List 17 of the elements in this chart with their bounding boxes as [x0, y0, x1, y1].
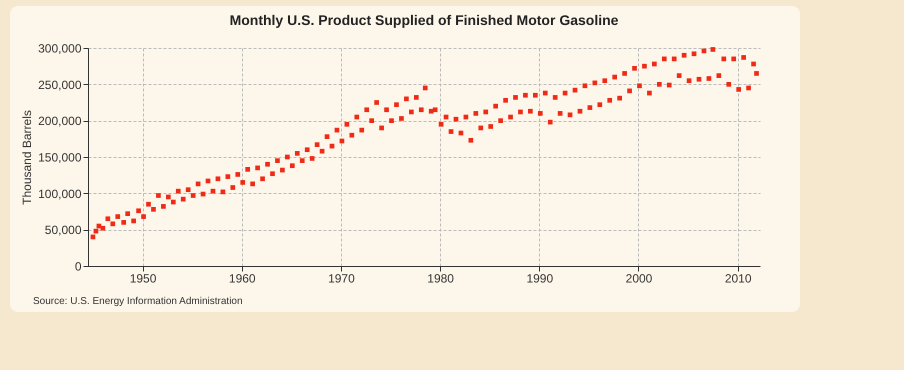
y-tick-label: 50,000: [44, 223, 82, 238]
y-tick-label: 0: [74, 260, 82, 274]
y-tick-label: 300,000: [38, 42, 82, 56]
x-tick-label: 1980: [427, 272, 454, 286]
chart-title: Monthly U.S. Product Supplied of Finished Motor Gasoline: [230, 12, 619, 28]
y-tick-label: 150,000: [38, 150, 82, 164]
x-tick-label: 2010: [724, 272, 752, 286]
x-tick-label: 1990: [526, 272, 554, 286]
x-tick-label: 1960: [228, 272, 256, 286]
y-tick-label: 250,000: [38, 78, 82, 92]
x-tick-label: 2000: [626, 272, 653, 286]
x-tick-label: 1950: [130, 272, 157, 286]
y-axis-title: Thousand Barrels: [20, 110, 34, 205]
x-tick-label: 1970: [328, 272, 356, 286]
y-tick-label: 100,000: [38, 186, 82, 201]
source-note: Source: U.S. Energy Information Administration: [33, 296, 243, 307]
y-tick-label: 200,000: [38, 114, 82, 128]
